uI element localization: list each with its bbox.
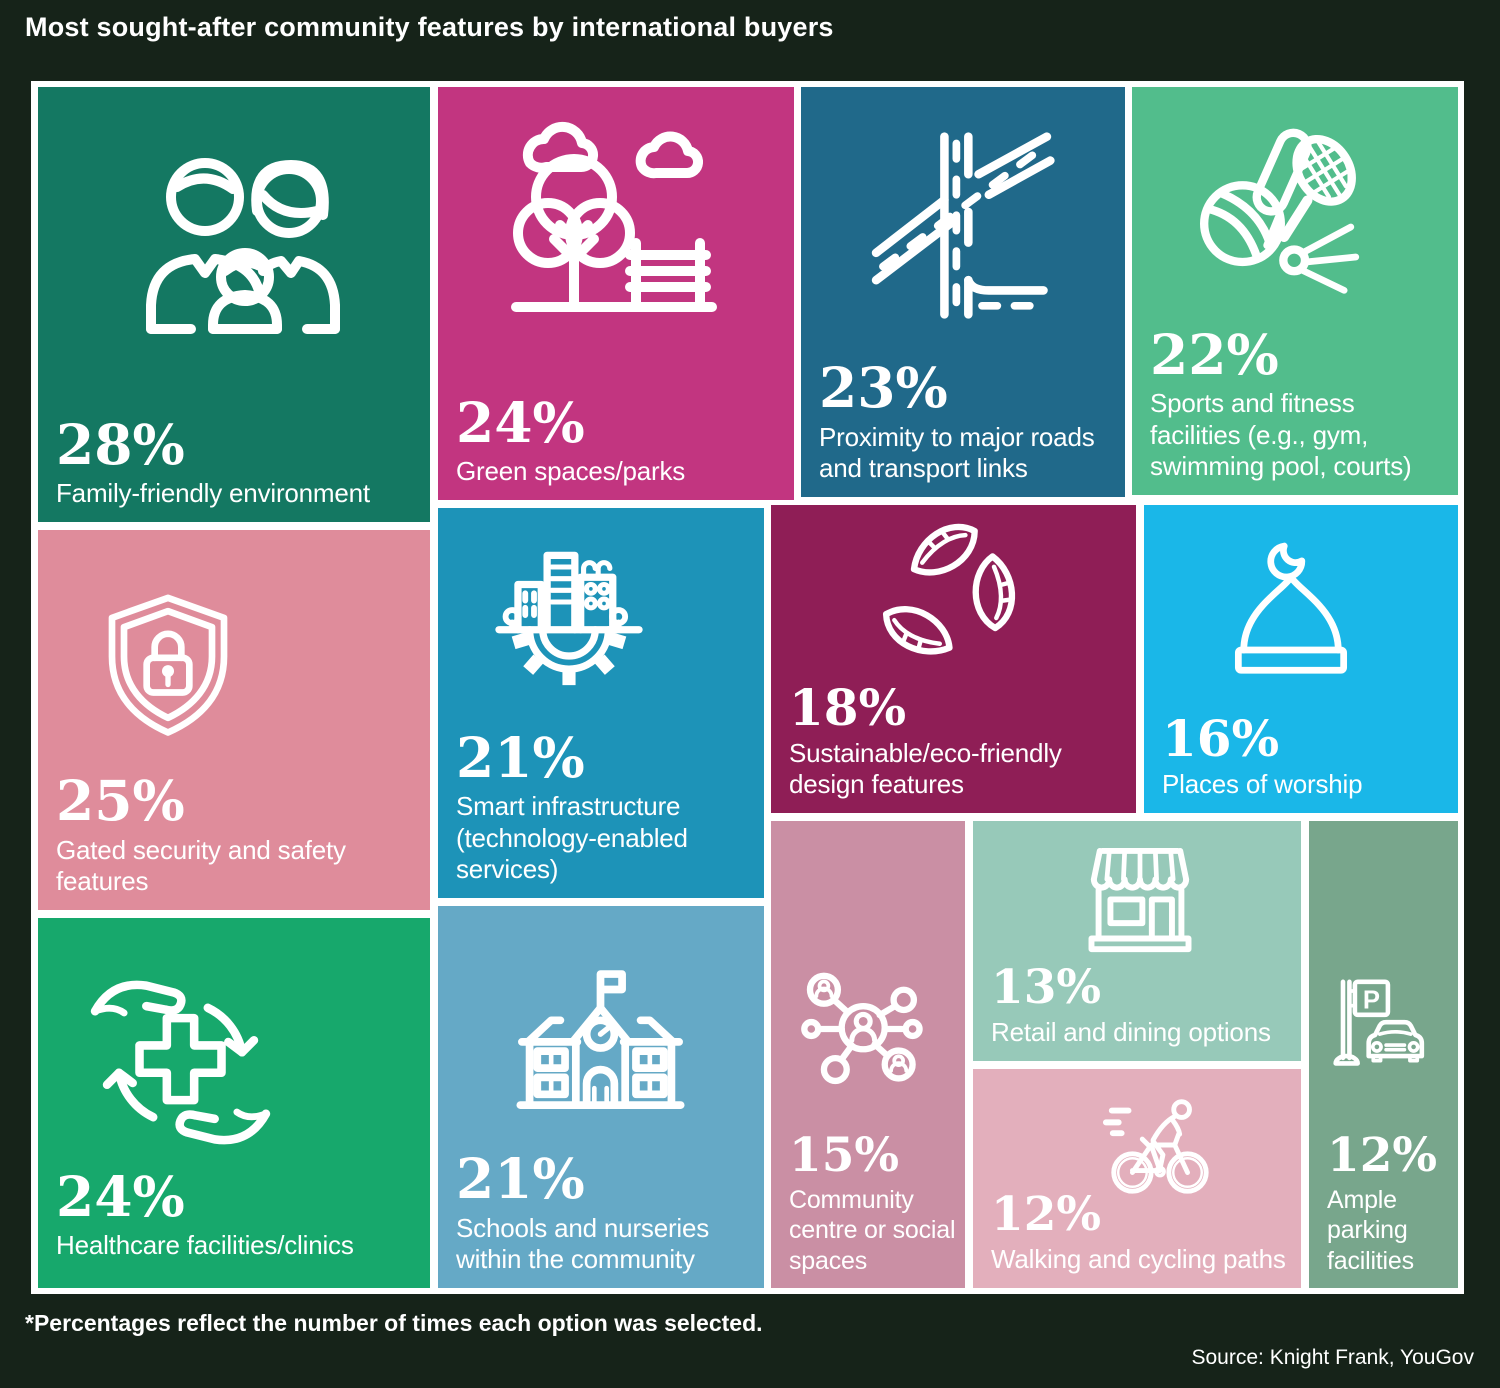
tile-smart-infrastructure: 21% Smart infrastructure (technology-ena… bbox=[438, 508, 764, 898]
tile-text: 25% Gated security and safety features bbox=[56, 773, 422, 898]
tile-text: 24% Green spaces/parks bbox=[456, 395, 786, 488]
tile-label: Proximity to major roads and transport l… bbox=[819, 421, 1095, 484]
tile-ample-parking: P 12% Ample parking facilities bbox=[1309, 821, 1458, 1288]
tile-percent: 13% bbox=[991, 960, 1102, 1016]
tile-label: Family-friendly environment bbox=[56, 478, 370, 509]
community-icon bbox=[801, 972, 923, 1085]
tile-percent: 12% bbox=[1327, 1127, 1438, 1183]
tile-label: Retail and dining options bbox=[991, 1017, 1271, 1048]
tile-label: Gated security and safety features bbox=[56, 834, 346, 897]
tile-percent: 15% bbox=[789, 1127, 900, 1183]
school-icon bbox=[516, 970, 685, 1109]
tile-text: 23% Proximity to major roads and transpo… bbox=[819, 360, 1117, 485]
tile-percent: 24% bbox=[456, 390, 585, 456]
sports-icon bbox=[1200, 128, 1360, 294]
family-icon bbox=[146, 158, 340, 334]
tile-text: 18% Sustainable/eco-friendly design feat… bbox=[789, 682, 1128, 801]
tile-label: Schools and nurseries within the communi… bbox=[456, 1212, 710, 1275]
tile-text: 21% Schools and nurseries within the com… bbox=[456, 1151, 756, 1276]
tile-text: 15% Community centre or social spaces bbox=[789, 1127, 957, 1276]
tile-percent: 16% bbox=[1162, 709, 1280, 769]
retail-icon bbox=[1088, 847, 1192, 953]
page-title: Most sought-after community features by … bbox=[25, 12, 834, 42]
tile-gated-security-safety: 25% Gated security and safety features bbox=[38, 530, 430, 910]
tile-label: Places of worship bbox=[1162, 769, 1363, 800]
svg-text:P: P bbox=[1363, 986, 1380, 1014]
tile-percent: 12% bbox=[991, 1187, 1102, 1243]
tile-percent: 22% bbox=[1150, 321, 1279, 387]
tile-label: Green spaces/parks bbox=[456, 456, 686, 487]
source-credit: Source: Knight Frank, YouGov bbox=[1191, 1346, 1474, 1369]
tile-label: Sports and fitness facilities (e.g., gym… bbox=[1150, 387, 1412, 482]
tile-label: Smart infrastructure (technology-enabled… bbox=[456, 790, 688, 885]
tile-text: 12% Walking and cycling paths bbox=[991, 1191, 1293, 1276]
smart-city-icon bbox=[495, 551, 643, 686]
treemap-board: 28% Family-friendly environment 24% Gree… bbox=[31, 81, 1464, 1294]
tile-family-friendly-environment: 28% Family-friendly environment bbox=[38, 87, 430, 522]
tile-text: 13% Retail and dining options bbox=[991, 964, 1293, 1049]
tile-percent: 23% bbox=[819, 355, 948, 421]
tile-label: Walking and cycling paths bbox=[991, 1244, 1286, 1275]
tile-percent: 28% bbox=[56, 412, 185, 478]
tile-label: Community centre or social spaces bbox=[789, 1185, 956, 1275]
tile-proximity-roads-transport: 23% Proximity to major roads and transpo… bbox=[801, 87, 1125, 497]
tile-label: Sustainable/eco-friendly design features bbox=[789, 737, 1062, 800]
roads-icon bbox=[871, 132, 1055, 319]
footnote: *Percentages reflect the number of times… bbox=[25, 1310, 763, 1336]
tile-percent: 18% bbox=[789, 677, 907, 737]
park-icon bbox=[511, 121, 717, 312]
tile-walking-cycling: 12% Walking and cycling paths bbox=[973, 1069, 1301, 1288]
tile-text: 12% Ample parking facilities bbox=[1327, 1127, 1450, 1276]
tile-green-spaces-parks: 24% Green spaces/parks bbox=[438, 87, 794, 500]
tile-text: 16% Places of worship bbox=[1162, 713, 1450, 801]
mosque-icon bbox=[1234, 542, 1348, 674]
tile-percent: 25% bbox=[56, 768, 185, 834]
tile-percent: 24% bbox=[56, 1164, 185, 1230]
tile-text: 21% Smart infrastructure (technology-ena… bbox=[456, 724, 756, 886]
tile-community-centre: 15% Community centre or social spaces bbox=[771, 821, 965, 1288]
tile-sports-fitness-facilities: 22% Sports and fitness facilities (e.g.,… bbox=[1132, 87, 1458, 495]
eco-leaves-icon bbox=[882, 523, 1016, 655]
tile-text: 22% Sports and fitness facilities (e.g.,… bbox=[1150, 321, 1450, 483]
healthcare-icon bbox=[90, 980, 271, 1145]
shield-lock-icon bbox=[108, 594, 228, 736]
tile-healthcare-facilities: 24% Healthcare facilities/clinics bbox=[38, 918, 430, 1288]
tile-sustainable-eco-design: 18% Sustainable/eco-friendly design feat… bbox=[771, 505, 1136, 813]
tile-text: 28% Family-friendly environment bbox=[56, 417, 422, 510]
tile-text: 24% Healthcare facilities/clinics bbox=[56, 1169, 422, 1262]
cycling-icon bbox=[1102, 1099, 1209, 1194]
tile-percent: 21% bbox=[456, 1146, 585, 1212]
parking-icon: P bbox=[1333, 979, 1425, 1066]
tile-places-of-worship: 16% Places of worship bbox=[1144, 505, 1458, 813]
tile-label: Healthcare facilities/clinics bbox=[56, 1230, 354, 1261]
tile-percent: 21% bbox=[456, 724, 585, 790]
tile-retail-dining: 13% Retail and dining options bbox=[973, 821, 1301, 1061]
tile-schools-nurseries: 21% Schools and nurseries within the com… bbox=[438, 906, 764, 1288]
tile-label: Ample parking facilities bbox=[1327, 1185, 1414, 1275]
